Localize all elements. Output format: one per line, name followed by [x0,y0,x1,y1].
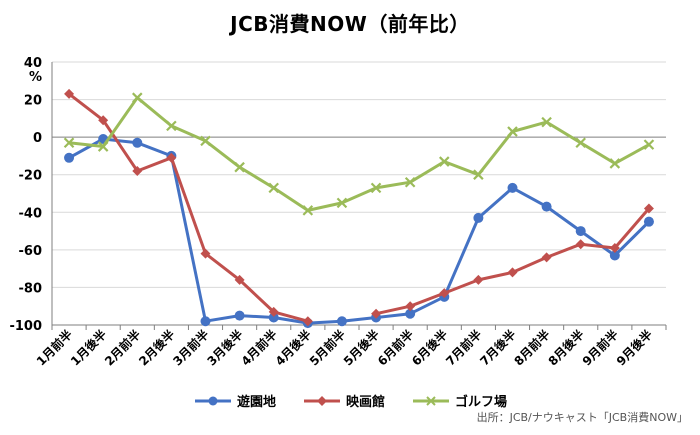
x-tick-label: 6月後半 [408,327,450,369]
data-point [336,197,348,209]
data-point [64,152,75,163]
data-point [200,248,211,259]
legend-item-amusement-park: 遊園地 [193,391,276,410]
y-unit-label: % [29,70,42,85]
x-tick-label: 4月前半 [238,327,280,369]
y-tick-label: -100 [9,319,42,334]
x-tick-label: 5月後半 [340,327,382,369]
chart-title: JCB消費NOW（前年比） [230,12,470,36]
y-tick-label: -80 [19,281,43,296]
x-tick-label: 3月前半 [170,327,212,369]
x-tick-label: 1月後半 [67,327,109,369]
x-tick-label: 7月後半 [477,327,519,369]
data-point [643,216,654,227]
series-line-0 [68,137,650,325]
y-tick-label: 40 [24,56,42,71]
x-tick-label: 8月後半 [545,327,587,369]
x-tick-label: 7月前半 [443,327,485,369]
data-point [541,116,552,128]
data-point [370,182,382,194]
data-point [63,137,75,149]
data-point [439,288,450,299]
data-point [132,92,143,103]
data-point [234,274,245,285]
data-point [507,267,518,278]
x-tick-label: 5月前半 [306,327,348,369]
data-point [643,203,654,214]
y-tick-label: -40 [19,206,43,221]
data-point [336,316,347,327]
data-point [507,182,518,193]
legend-label-amusement-park: 遊園地 [236,395,276,410]
data-point [473,274,484,285]
legend-item-cinema: 映画館 [302,391,385,410]
data-point [268,312,279,323]
data-point [541,201,552,212]
data-point [166,152,177,163]
legend: 遊園地 映画館 ゴルフ場 [0,391,700,410]
x-tick-label: 2月前半 [101,327,143,369]
x-tick-label: 6月前半 [374,327,416,369]
x-tick-label: 8月前半 [511,327,553,369]
data-point [541,252,552,263]
data-point [405,301,416,312]
data-point [371,308,382,319]
data-point [643,139,655,150]
legend-marker-cinema [303,395,340,406]
series-line-2 [68,96,650,212]
legend-marker-amusement-park [194,396,231,405]
data-point [166,120,177,132]
y-tick-label: -60 [19,244,43,259]
x-tick-label: 3月後半 [204,327,246,369]
data-point [404,176,416,188]
source-note: 出所：JCB/ナウキャスト「JCB消費NOW」 [476,411,688,424]
x-tick-label: 9月前半 [579,327,621,369]
legend-marker-golf-course [413,395,449,406]
data-point [98,115,109,126]
y-tick-label: -20 [19,169,43,184]
data-point [268,182,279,194]
y-tick-label: 20 [24,94,42,109]
data-point [97,141,109,152]
x-tick-label: 2月後半 [136,327,178,369]
data-point [609,158,621,169]
legend-label-golf-course: ゴルフ場 [455,395,508,410]
data-point [609,242,620,253]
data-point [609,250,620,261]
data-point [200,135,211,147]
data-point [575,226,586,237]
data-point [473,169,484,180]
legend-label-cinema: 映画館 [345,395,385,410]
data-point [234,310,245,321]
data-point [132,137,143,148]
data-point [302,205,314,216]
data-point [575,137,586,149]
data-point [473,212,484,223]
data-point [234,161,245,173]
data-point [507,126,518,137]
legend-item-golf-course: ゴルフ場 [411,391,507,410]
x-tick-label: 4月後半 [272,327,314,369]
data-point [405,308,416,319]
data-point [64,88,75,99]
data-point [439,156,450,167]
data-point [132,165,143,176]
data-point [302,316,313,327]
data-point [575,239,586,250]
data-point [268,306,279,317]
x-tick-label: 9月後半 [613,327,655,369]
data-point [200,316,211,327]
y-tick-label: 0 [33,131,42,146]
